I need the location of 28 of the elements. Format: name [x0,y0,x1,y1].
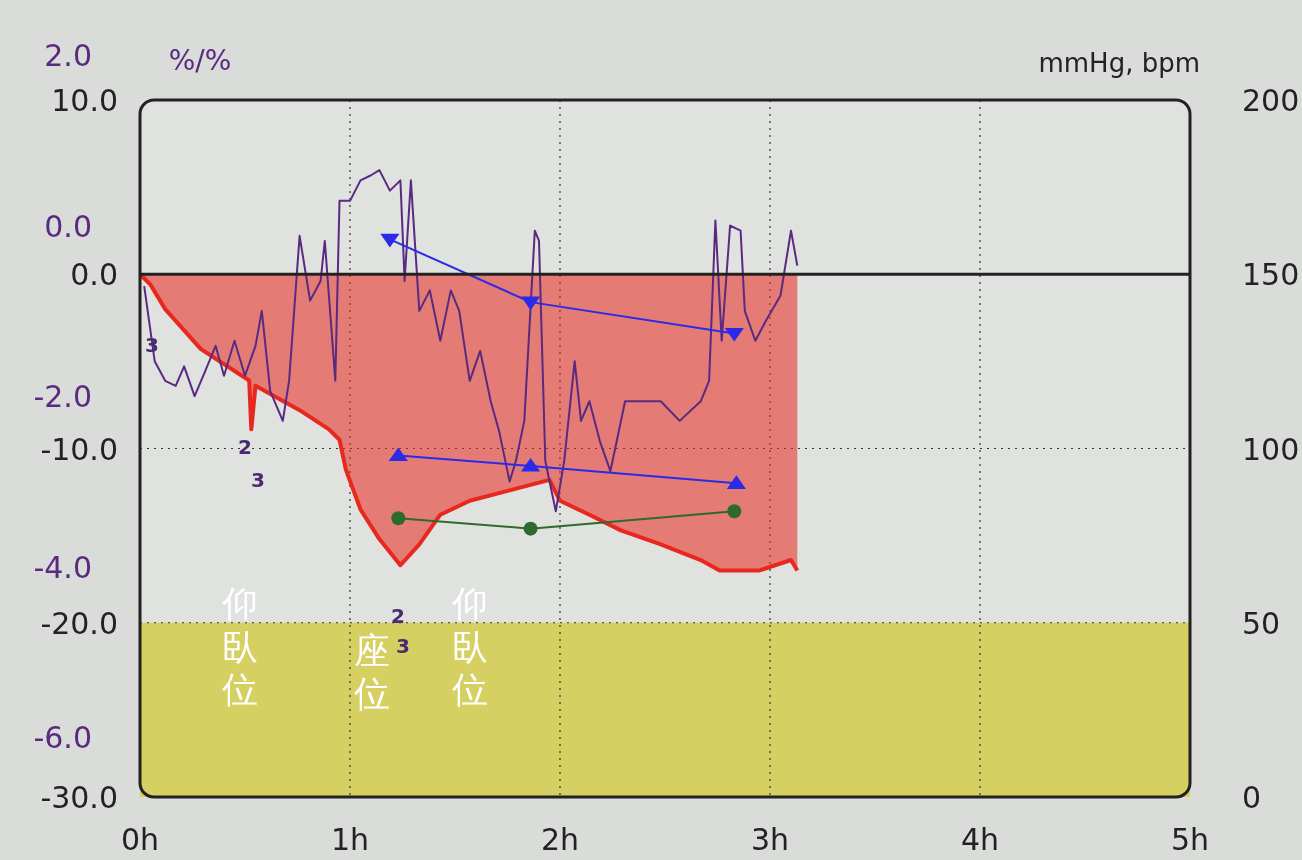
x-tick: 1h [330,822,370,857]
annotation: 2 [238,435,252,459]
x-tick: 4h [960,822,1000,857]
x-tick: 3h [750,822,790,857]
annotation: 座位 [354,629,390,714]
y-tick: -30.0 [40,780,118,815]
annotation: 3 [396,634,410,658]
y3-tick: 2.0 [44,38,92,73]
y2-tick: 200 [1242,83,1300,118]
y-tick: -20.0 [40,605,118,641]
x-tick: 0h [120,822,160,857]
y-tick: 10.0 [51,83,118,118]
y3-tick: 0.0 [44,208,92,244]
y3-tick: -2.0 [33,379,92,415]
y2-tick: 0 [1242,780,1262,815]
y2-tick: 50 [1242,605,1281,641]
x-tick: 2h [540,822,580,857]
y-tick: 0.0 [70,257,118,293]
ylabel: %/% [168,44,232,77]
y-tick: -10.0 [40,431,118,467]
y2-tick: 150 [1242,257,1300,293]
y2label: mmHg, bpm [1038,48,1200,78]
y3-tick: -4.0 [33,549,92,585]
y2-tick: 100 [1242,431,1300,467]
x-tick: 5h [1170,822,1210,857]
y3-tick: -6.0 [33,720,92,756]
annotation: 3 [251,468,265,492]
annotation: 2 [391,604,405,628]
